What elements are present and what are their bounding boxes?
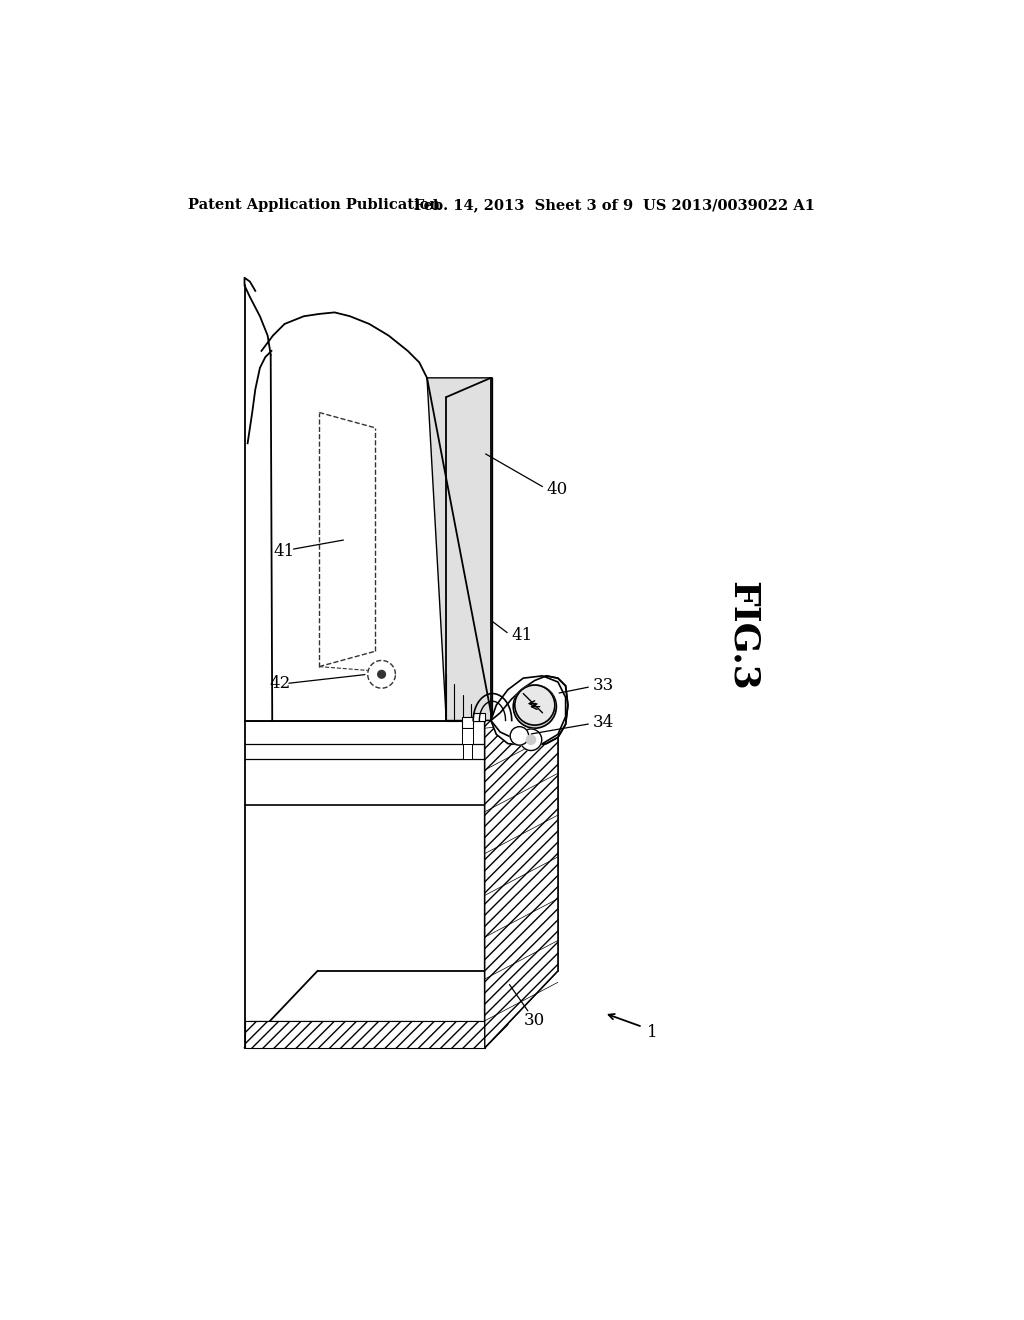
Polygon shape — [490, 676, 568, 744]
Polygon shape — [462, 729, 473, 743]
Circle shape — [513, 685, 556, 729]
Polygon shape — [245, 277, 272, 721]
Polygon shape — [484, 721, 558, 1048]
Text: 40: 40 — [547, 480, 567, 498]
Polygon shape — [427, 378, 493, 721]
Polygon shape — [248, 313, 493, 721]
Text: FIG.3: FIG.3 — [726, 581, 760, 690]
Text: 42: 42 — [269, 675, 291, 692]
Polygon shape — [245, 1020, 484, 1048]
Text: Patent Application Publication: Patent Application Publication — [188, 198, 440, 213]
Circle shape — [520, 729, 542, 751]
Circle shape — [510, 726, 528, 744]
Polygon shape — [463, 743, 472, 759]
Polygon shape — [468, 381, 477, 721]
Polygon shape — [484, 998, 508, 1048]
Polygon shape — [245, 721, 484, 1048]
Text: 41: 41 — [511, 627, 532, 644]
Polygon shape — [477, 379, 484, 721]
Polygon shape — [490, 676, 565, 744]
Text: Feb. 14, 2013  Sheet 3 of 9: Feb. 14, 2013 Sheet 3 of 9 — [414, 198, 633, 213]
Polygon shape — [446, 389, 458, 721]
Text: 41: 41 — [273, 543, 294, 560]
Text: 30: 30 — [523, 1012, 545, 1030]
Circle shape — [378, 671, 385, 678]
Text: US 2013/0039022 A1: US 2013/0039022 A1 — [643, 198, 815, 213]
Polygon shape — [248, 1020, 416, 1044]
Circle shape — [515, 685, 555, 725]
Circle shape — [526, 735, 536, 744]
Text: 34: 34 — [593, 714, 613, 730]
Polygon shape — [458, 385, 468, 721]
Text: 33: 33 — [593, 677, 613, 693]
Polygon shape — [484, 721, 558, 1048]
Polygon shape — [462, 713, 484, 729]
Text: 1: 1 — [646, 1024, 657, 1041]
Polygon shape — [484, 378, 490, 721]
